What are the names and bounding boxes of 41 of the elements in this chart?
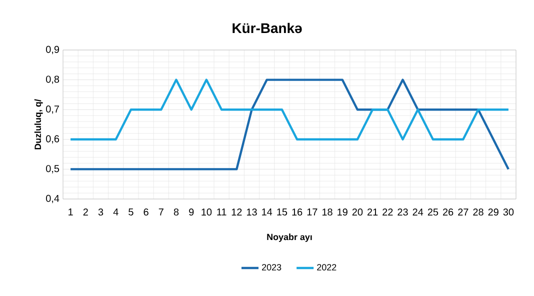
x-tick-label: 15	[277, 208, 288, 216]
x-tick-label: 25	[428, 208, 438, 216]
x-tick-label: 22	[382, 208, 393, 216]
x-tick-label: 10	[202, 208, 212, 216]
x-tick-label: 26	[443, 208, 454, 216]
x-tick-label: 1	[68, 208, 73, 216]
legend-label: 2022	[317, 264, 336, 270]
x-tick-label: 20	[352, 208, 363, 216]
x-tick-label: 30	[503, 208, 514, 216]
x-tick-label: 6	[144, 208, 148, 216]
x-tick-label: 4	[113, 208, 118, 216]
x-tick-label: 2	[83, 208, 88, 216]
y-tick-label: 0,7	[46, 105, 59, 114]
x-tick-label: 9	[189, 208, 194, 216]
x-tick-label: 12	[232, 208, 242, 216]
y-tick-label: 0,9	[46, 46, 60, 54]
x-tick-label: 14	[262, 208, 272, 216]
x-tick-label: 24	[412, 208, 424, 216]
x-tick-label: 3	[98, 208, 104, 216]
legend-label: 2023	[262, 264, 282, 270]
x-tick-label: 17	[307, 208, 318, 216]
x-tick-label: 27	[458, 208, 468, 216]
y-axis-title: Duzluluq, q/	[34, 99, 43, 150]
x-axis-title: Noyabr ayı	[267, 234, 312, 242]
x-tick-label: 7	[158, 208, 164, 216]
x-tick-label: 21	[368, 208, 378, 216]
x-tick-label: 18	[322, 208, 332, 216]
chart-title: Kür-Bankə	[232, 22, 302, 34]
x-tick-label: 23	[398, 208, 408, 216]
x-tick-label: 16	[292, 208, 302, 216]
x-tick-label: 11	[217, 208, 226, 216]
y-tick-label: 0,5	[46, 165, 60, 174]
x-tick-label: 13	[246, 208, 257, 216]
x-tick-label: 19	[338, 208, 348, 216]
x-tick-label: 5	[128, 208, 134, 216]
x-tick-label: 28	[473, 208, 484, 216]
y-tick-label: 0,4	[46, 194, 60, 204]
x-tick-label: 8	[174, 208, 179, 216]
y-tick-label: 0,8	[46, 76, 60, 84]
x-tick-label: 29	[488, 208, 498, 216]
y-tick-label: 0,6	[46, 135, 60, 144]
